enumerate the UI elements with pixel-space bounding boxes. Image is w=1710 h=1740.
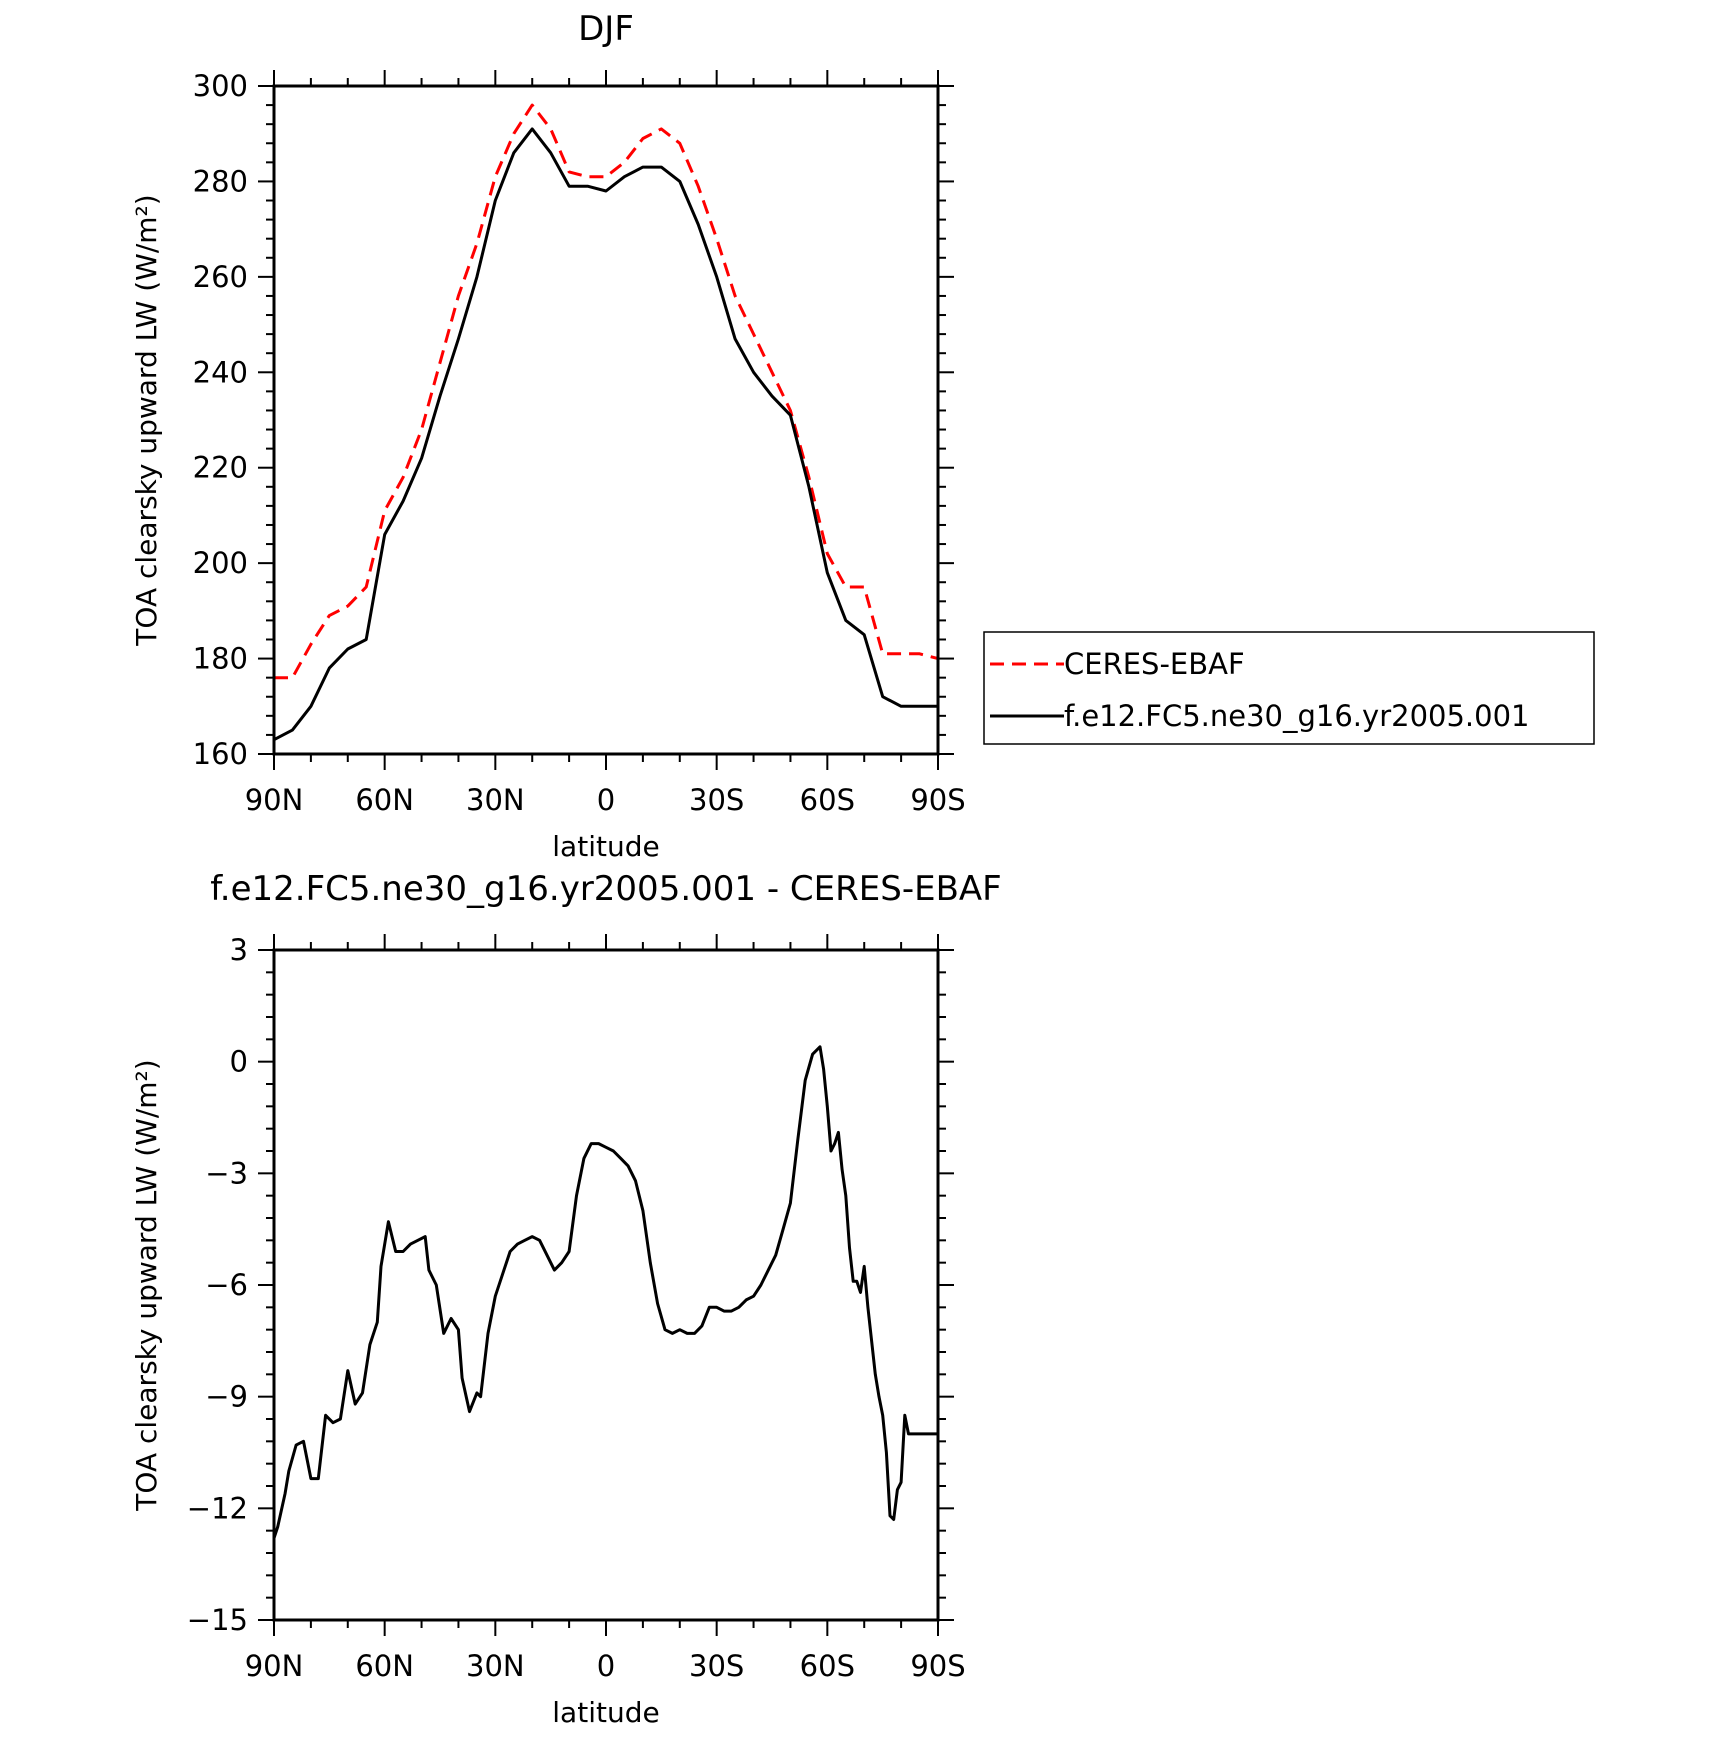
legend: CERES-EBAF f.e12.FC5.ne30_g16.yr2005.001 <box>983 631 1595 745</box>
top-x-tick-label: 60N <box>355 783 414 817</box>
top-x-tick-label: 90S <box>910 783 965 817</box>
bottom-x-tick-label: 30N <box>466 1649 525 1683</box>
bottom-y-tick-label: −3 <box>205 1156 248 1190</box>
bottom-y-axis-label: TOA clearsky upward LW (W/m²) <box>130 1059 163 1511</box>
bottom-x-tick-label: 60S <box>800 1649 855 1683</box>
bottom-y-tick-label: 0 <box>230 1045 248 1079</box>
top-y-tick-label: 160 <box>193 737 248 771</box>
bottom-x-tick-label: 0 <box>597 1649 615 1683</box>
legend-model-label: f.e12.FC5.ne30_g16.yr2005.001 <box>1064 699 1530 733</box>
top-y-tick-label: 220 <box>193 451 248 485</box>
top-x-axis-label: latitude <box>552 830 659 863</box>
top-panel-title: DJF <box>578 9 634 49</box>
top-y-tick-label: 260 <box>193 260 248 294</box>
top-y-axis-label: TOA clearsky upward LW (W/m²) <box>130 194 163 646</box>
bottom-y-tick-label: 3 <box>230 933 248 967</box>
top-series-ceres-ebaf-line <box>274 103 939 680</box>
bottom-y-tick-label: −12 <box>187 1491 248 1525</box>
bottom-x-tick-label: 90S <box>910 1649 965 1683</box>
bottom-x-axis-label: latitude <box>552 1696 659 1729</box>
legend-box <box>983 631 1595 745</box>
bottom-panel-title: f.e12.FC5.ne30_g16.yr2005.001 - CERES-EB… <box>210 869 1001 909</box>
top-y-tick-label: 240 <box>193 355 248 389</box>
top-series-model-line <box>273 127 938 742</box>
bottom-x-tick-label: 90N <box>245 1649 304 1683</box>
bottom-y-tick-label: −6 <box>205 1268 248 1302</box>
top-y-tick-label: 300 <box>193 69 248 103</box>
top-x-tick-label: 60S <box>800 783 855 817</box>
top-plot-frame <box>272 84 940 756</box>
top-panel: DJF 160 180 200 220 240 260 280 300 90N 60N 30N 0 30… <box>130 9 966 863</box>
top-y-tick-label: 180 <box>193 642 248 676</box>
top-x-tick-label: 0 <box>597 783 615 817</box>
bottom-y-tick-label: −15 <box>187 1603 248 1637</box>
bottom-series-difference-line <box>272 1045 938 1539</box>
bottom-plot-frame <box>272 948 940 1622</box>
top-y-tick-label: 280 <box>193 164 248 198</box>
bottom-y-tick-label: −9 <box>205 1380 248 1414</box>
top-y-tick-label: 200 <box>193 546 248 580</box>
bottom-panel: f.e12.FC5.ne30_g16.yr2005.001 - CERES-EB… <box>130 869 1002 1729</box>
top-x-tick-label: 90N <box>245 783 304 817</box>
bottom-x-tick-label: 60N <box>355 1649 414 1683</box>
top-x-tick-label: 30S <box>689 783 744 817</box>
top-x-tick-label: 30N <box>466 783 525 817</box>
bottom-x-tick-label: 30S <box>689 1649 744 1683</box>
legend-ceres-label: CERES-EBAF <box>1064 647 1245 681</box>
